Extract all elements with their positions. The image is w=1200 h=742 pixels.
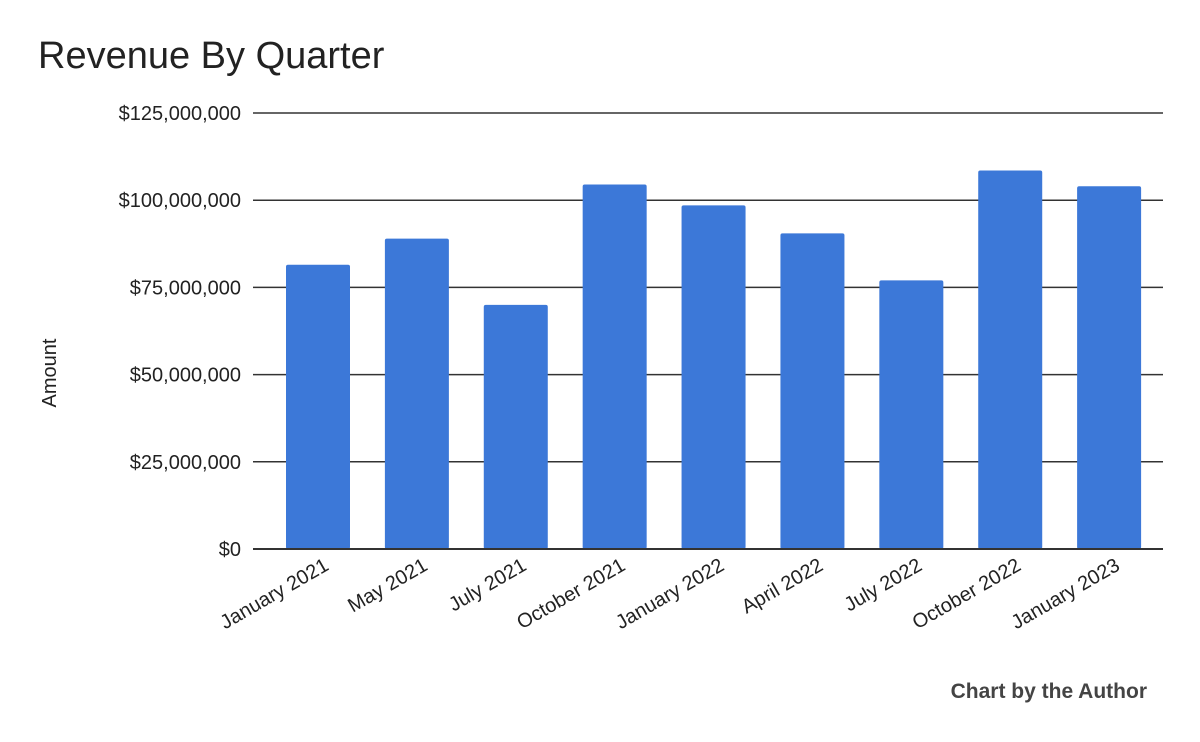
- y-axis-title: Amount: [39, 338, 61, 407]
- x-tick-label: May 2021: [344, 554, 431, 617]
- bar: [978, 170, 1043, 549]
- y-axis-tick-labels: $0 $25,000,000 $50,000,000 $75,000,000 $100,…: [119, 103, 241, 561]
- x-tick-label: January 2023: [1008, 554, 1124, 634]
- x-tick-label: July 2022: [841, 554, 926, 616]
- x-tick-label: January 2021: [217, 554, 333, 634]
- bar: [681, 205, 746, 549]
- bar: [1077, 186, 1142, 550]
- x-tick-label: July 2021: [445, 554, 530, 616]
- y-tick-label: $75,000,000: [130, 277, 241, 299]
- x-tick-label: October 2021: [513, 554, 629, 634]
- bar: [286, 264, 350, 549]
- chart-title: Revenue By Quarter: [38, 35, 385, 77]
- bar: [879, 280, 944, 549]
- y-tick-label: $25,000,000: [130, 452, 241, 474]
- y-tick-label: $0: [219, 539, 241, 561]
- y-tick-label: $50,000,000: [130, 365, 241, 387]
- x-tick-label: April 2022: [738, 554, 827, 618]
- bar: [483, 304, 548, 549]
- chart-credit: Chart by the Author: [951, 680, 1147, 703]
- x-tick-label: January 2022: [612, 554, 728, 634]
- bars: [286, 170, 1142, 550]
- bar: [582, 184, 647, 549]
- bar: [780, 233, 845, 549]
- bar: [384, 238, 449, 549]
- y-tick-label: $125,000,000: [119, 103, 241, 125]
- x-tick-label: October 2022: [909, 554, 1025, 634]
- y-tick-label: $100,000,000: [119, 190, 241, 212]
